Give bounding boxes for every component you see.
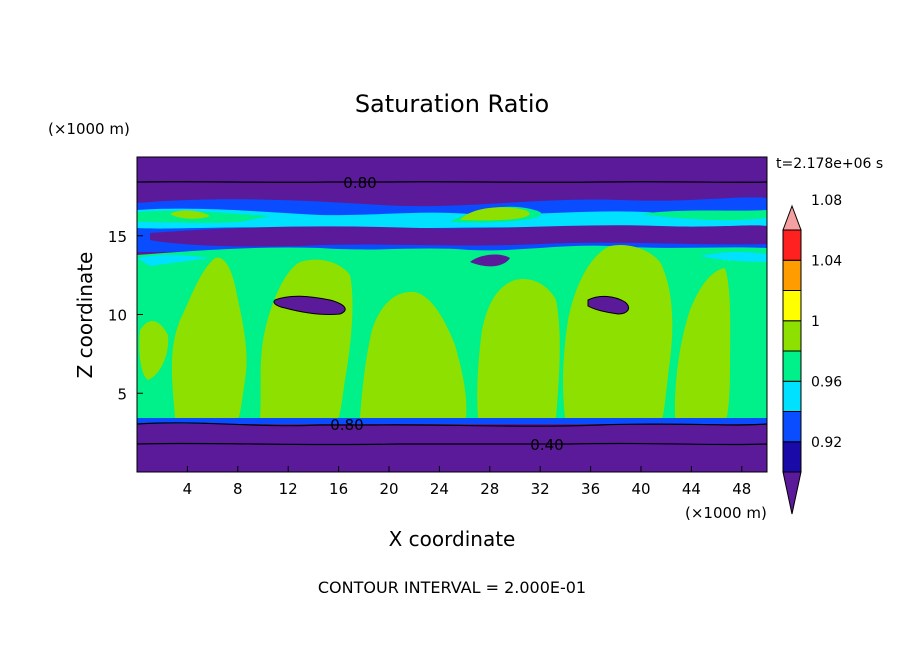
colorbar-swatch	[782, 259, 802, 291]
colorbar-label: 0.92	[811, 435, 842, 451]
boundary-layer-purple	[137, 424, 767, 472]
upper-cyan-band	[137, 208, 767, 230]
colorbar-label: 0.96	[811, 374, 842, 390]
dry-patch-3	[470, 254, 510, 267]
x-tick-label: 24	[430, 480, 449, 498]
x-tick-label: 28	[480, 480, 499, 498]
colorbar-swatch	[782, 411, 802, 443]
x-tick-label: 20	[379, 480, 398, 498]
x-tick-label: 4	[183, 480, 193, 498]
colorbar-swatch	[782, 229, 802, 261]
y-tick-label: 5	[117, 385, 127, 403]
y-tick-label: 10	[108, 307, 127, 325]
plot-area	[137, 157, 767, 472]
contour-line	[137, 442, 767, 446]
x-tick-label: 48	[732, 480, 751, 498]
contour-label: 0.80	[330, 416, 363, 434]
x-tick-label: 36	[581, 480, 600, 498]
x-tick-label: 32	[531, 480, 550, 498]
colorbar: 0.92 0.96 1 1.04 1.08	[782, 193, 842, 515]
x-tick-label: 40	[631, 480, 650, 498]
x-axis: 4 8 12 16 20 24 28 32 36 40 44 48	[183, 466, 751, 498]
colorbar-label: 1.04	[811, 253, 842, 269]
cloud-column-6	[674, 268, 731, 418]
dry-core-2	[587, 295, 629, 315]
x-tick-label: 16	[329, 480, 348, 498]
cloud-column-3	[360, 291, 467, 418]
x-tick-label: 12	[279, 480, 298, 498]
colorbar-max-arrow	[782, 204, 802, 231]
colorbar-swatch	[782, 380, 802, 412]
colorbar-label: 1.08	[811, 193, 842, 209]
cloud-column-7	[139, 320, 169, 380]
x-tick-label: 8	[233, 480, 243, 498]
contour-line	[137, 422, 767, 427]
upper-green-band	[137, 206, 767, 223]
y-axis: 5 10 15	[108, 228, 143, 403]
dry-layer	[150, 225, 767, 247]
contour-label: 0.40	[530, 436, 563, 454]
y-unit-label: (×1000 m)	[48, 120, 130, 138]
cloud-column-5	[563, 244, 673, 418]
x-unit-label: (×1000 m)	[685, 504, 767, 522]
colorbar-swatch	[782, 350, 802, 382]
colorbar-min-arrow	[782, 471, 802, 515]
colorbar-swatch	[782, 320, 802, 352]
time-label: t=2.178e+06 s	[776, 156, 883, 172]
dry-core-1	[273, 295, 346, 315]
chart-title: Saturation Ratio	[355, 90, 549, 118]
contour-interval-label: CONTOUR INTERVAL = 2.000E-01	[318, 578, 586, 597]
colorbar-swatch	[782, 441, 802, 473]
upper-lime-patch	[170, 207, 530, 221]
x-tick-label: 44	[682, 480, 701, 498]
cloud-column-4	[477, 279, 560, 418]
contour-label: 0.80	[343, 174, 376, 192]
colorbar-swatch	[782, 290, 802, 322]
cloud-column-1	[171, 257, 247, 418]
y-tick-label: 15	[108, 228, 127, 246]
colorbar-label: 1	[811, 314, 820, 330]
y-axis-label: Z coordinate	[73, 252, 97, 379]
contour-line	[137, 181, 767, 183]
x-axis-label: X coordinate	[389, 527, 516, 551]
